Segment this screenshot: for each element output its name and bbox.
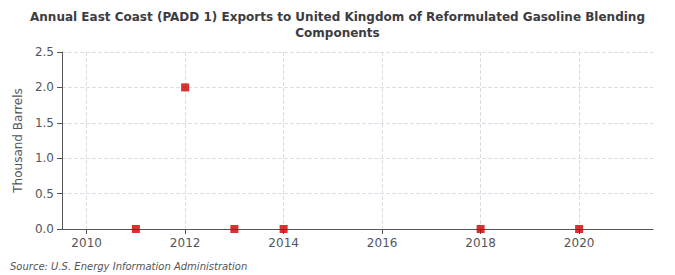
svg-text:0.5: 0.5 xyxy=(35,187,54,201)
svg-text:Source: U.S. Energy Informatio: Source: U.S. Energy Information Administ… xyxy=(10,261,247,272)
svg-text:2018: 2018 xyxy=(465,236,496,250)
svg-text:2.0: 2.0 xyxy=(35,80,54,94)
svg-text:2014: 2014 xyxy=(268,236,299,250)
svg-text:1.5: 1.5 xyxy=(35,116,54,130)
svg-text:2.5: 2.5 xyxy=(35,45,54,59)
svg-text:0.0: 0.0 xyxy=(35,222,54,236)
svg-text:Annual East Coast (PADD 1) Exp: Annual East Coast (PADD 1) Exports to Un… xyxy=(30,10,645,24)
svg-text:2020: 2020 xyxy=(564,236,595,250)
svg-text:2010: 2010 xyxy=(71,236,102,250)
svg-text:2012: 2012 xyxy=(170,236,201,250)
svg-text:Components: Components xyxy=(295,26,380,40)
svg-text:1.0: 1.0 xyxy=(35,151,54,165)
svg-text:2016: 2016 xyxy=(367,236,398,250)
svg-text:Thousand Barrels: Thousand Barrels xyxy=(11,88,25,193)
